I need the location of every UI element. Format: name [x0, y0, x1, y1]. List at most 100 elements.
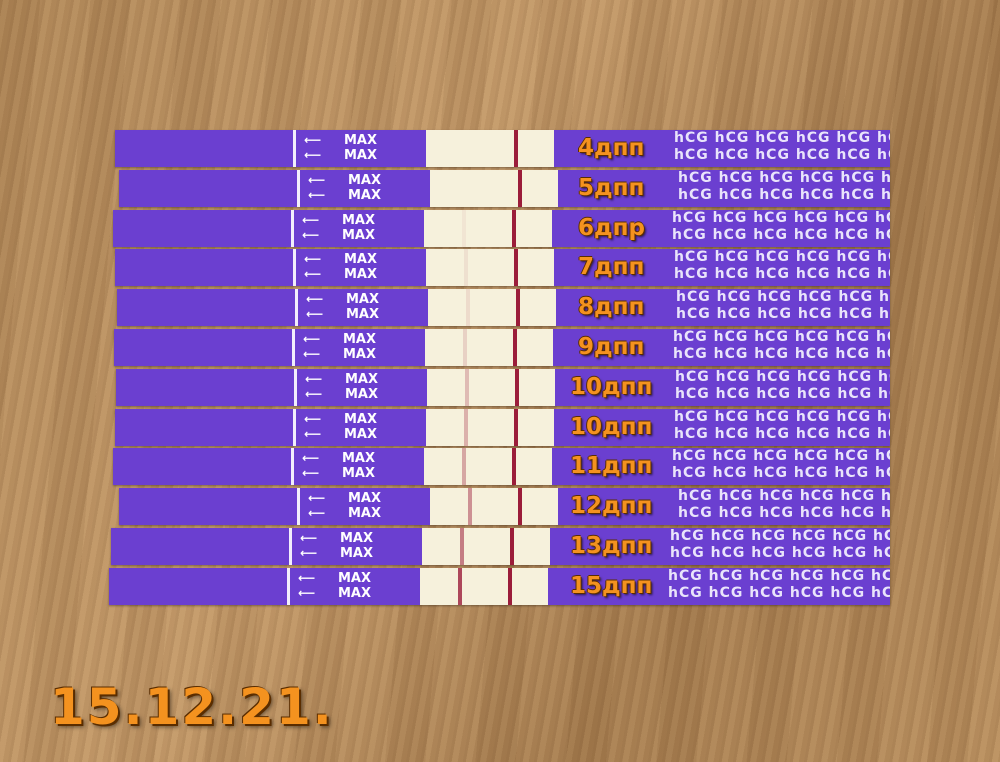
strip-label: 8дпп	[578, 294, 645, 321]
result-window	[426, 408, 554, 446]
max-text: MAX	[344, 252, 378, 268]
hcg-text: hCG hCG hCG hCG hCG hCG	[674, 249, 890, 266]
strip-label: 5дпп	[578, 174, 645, 201]
max-text: MAX	[338, 585, 372, 601]
strip-handle	[114, 329, 295, 366]
arrow-left-icon: ⟵	[306, 292, 324, 307]
control-line	[514, 130, 518, 167]
test-line	[458, 567, 462, 605]
strip-max-zone: ⟵ ⟵ MAX MAX	[292, 528, 422, 565]
max-text: MAX	[344, 426, 378, 442]
hcg-print-zone: hCG hCG hCG hCG hCG hCG hCG hCG hCG hCG …	[558, 488, 890, 526]
max-text: MAX	[343, 347, 377, 362]
control-line	[514, 408, 518, 446]
hcg-text: hCG hCG hCG hCG hCG hCG	[675, 368, 890, 385]
test-line	[464, 408, 468, 446]
hcg-text: hCG hCG hCG hCG hCG hCG	[674, 130, 890, 146]
date-caption: 15.12.21.	[50, 678, 334, 736]
strip-handle	[115, 249, 296, 287]
hcg-text: hCG hCG hCG hCG hCG hCG	[672, 465, 890, 482]
hcg-print-zone: hCG hCG hCG hCG hCG hCG hCG hCG hCG hCG …	[555, 368, 890, 406]
hcg-text: hCG hCG hCG hCG hCG hCG	[675, 385, 890, 402]
strip-handle	[113, 209, 294, 247]
control-line	[513, 329, 517, 366]
strip-handle	[109, 567, 290, 605]
strip-handle	[115, 408, 296, 446]
control-line	[508, 567, 512, 605]
hcg-print-zone: hCG hCG hCG hCG hCG hCG hCG hCG hCG hCG …	[554, 249, 890, 287]
test-line	[462, 209, 466, 247]
test-line	[463, 329, 467, 366]
hcg-print-zone: hCG hCG hCG hCG hCG hCG hCG hCG hCG hCG …	[552, 209, 890, 247]
hcg-print-zone: hCG hCG hCG hCG hCG hCG hCG hCG hCG hCG …	[552, 448, 890, 486]
arrow-left-icon: ⟵	[300, 531, 318, 545]
max-text: MAX	[342, 227, 376, 243]
max-text: MAX	[346, 292, 380, 308]
hcg-print-zone: hCG hCG hCG hCG hCG hCG hCG hCG hCG hCG …	[548, 567, 890, 605]
strip-max-zone: ⟵ ⟵ MAX MAX	[296, 408, 426, 446]
arrow-left-icon: ⟵	[304, 148, 322, 162]
strip-handle	[119, 488, 300, 526]
strip-label: 4дпп	[578, 135, 645, 161]
hcg-text: hCG hCG hCG hCG hCG hCG	[676, 306, 890, 323]
hcg-text: hCG hCG hCG hCG hCG hCG	[673, 329, 890, 345]
hcg-text: hCG hCG hCG hCG hCG hCG	[672, 209, 890, 226]
test-line	[465, 368, 469, 406]
control-line	[514, 249, 518, 287]
result-window	[424, 209, 552, 247]
arrow-left-icon: ⟵	[303, 332, 321, 346]
hcg-text: hCG hCG hCG hCG hCG hCG	[678, 505, 890, 522]
hcg-text: hCG hCG hCG hCG hCG hCG	[673, 346, 890, 362]
strip-label: 10дпп	[570, 413, 653, 440]
arrow-left-icon: ⟵	[304, 252, 322, 267]
arrow-left-icon: ⟵	[302, 212, 320, 227]
arrow-left-icon: ⟵	[305, 371, 323, 386]
result-window	[425, 329, 553, 366]
arrow-left-icon: ⟵	[308, 491, 326, 506]
hcg-text: hCG hCG hCG hCG hCG hCG	[672, 226, 890, 243]
max-text: MAX	[348, 172, 382, 188]
max-text: MAX	[344, 411, 378, 427]
max-text: MAX	[348, 506, 382, 522]
max-text: MAX	[338, 570, 372, 586]
strip-max-zone: ⟵ ⟵ MAX MAX	[296, 130, 426, 167]
hcg-text: hCG hCG hCG hCG hCG hCG	[678, 186, 890, 203]
arrow-left-icon: ⟵	[298, 570, 316, 585]
control-line	[515, 368, 519, 406]
result-window	[420, 567, 548, 605]
strip-label: 12дпп	[570, 493, 653, 520]
strip-max-zone: ⟵ ⟵ MAX MAX	[297, 368, 427, 406]
result-window	[426, 249, 554, 287]
strip-max-zone: ⟵ ⟵ MAX MAX	[300, 488, 430, 526]
strip-label: 13дпп	[570, 533, 653, 559]
control-line	[516, 289, 520, 327]
arrow-left-icon: ⟵	[298, 585, 316, 600]
arrow-left-icon: ⟵	[306, 307, 324, 322]
test-line	[464, 249, 468, 287]
max-text: MAX	[343, 332, 377, 347]
hcg-text: hCG hCG hCG hCG hCG hCG	[672, 448, 890, 465]
strip-max-zone: ⟵ ⟵ MAX MAX	[290, 567, 420, 605]
strip-label: 11дпп	[570, 453, 653, 480]
arrow-left-icon: ⟵	[308, 187, 326, 202]
arrow-left-icon: ⟵	[302, 466, 320, 481]
control-line	[512, 448, 516, 486]
arrow-left-icon: ⟵	[302, 227, 320, 242]
control-line	[510, 528, 514, 565]
strip-handle	[111, 528, 292, 565]
strip-max-zone: ⟵ ⟵ MAX MAX	[294, 448, 424, 486]
max-text: MAX	[348, 187, 382, 203]
arrow-left-icon: ⟵	[302, 451, 320, 466]
max-text: MAX	[344, 133, 378, 148]
arrow-left-icon: ⟵	[305, 386, 323, 401]
result-window	[430, 169, 558, 207]
strip-label: 9дпп	[578, 334, 645, 360]
